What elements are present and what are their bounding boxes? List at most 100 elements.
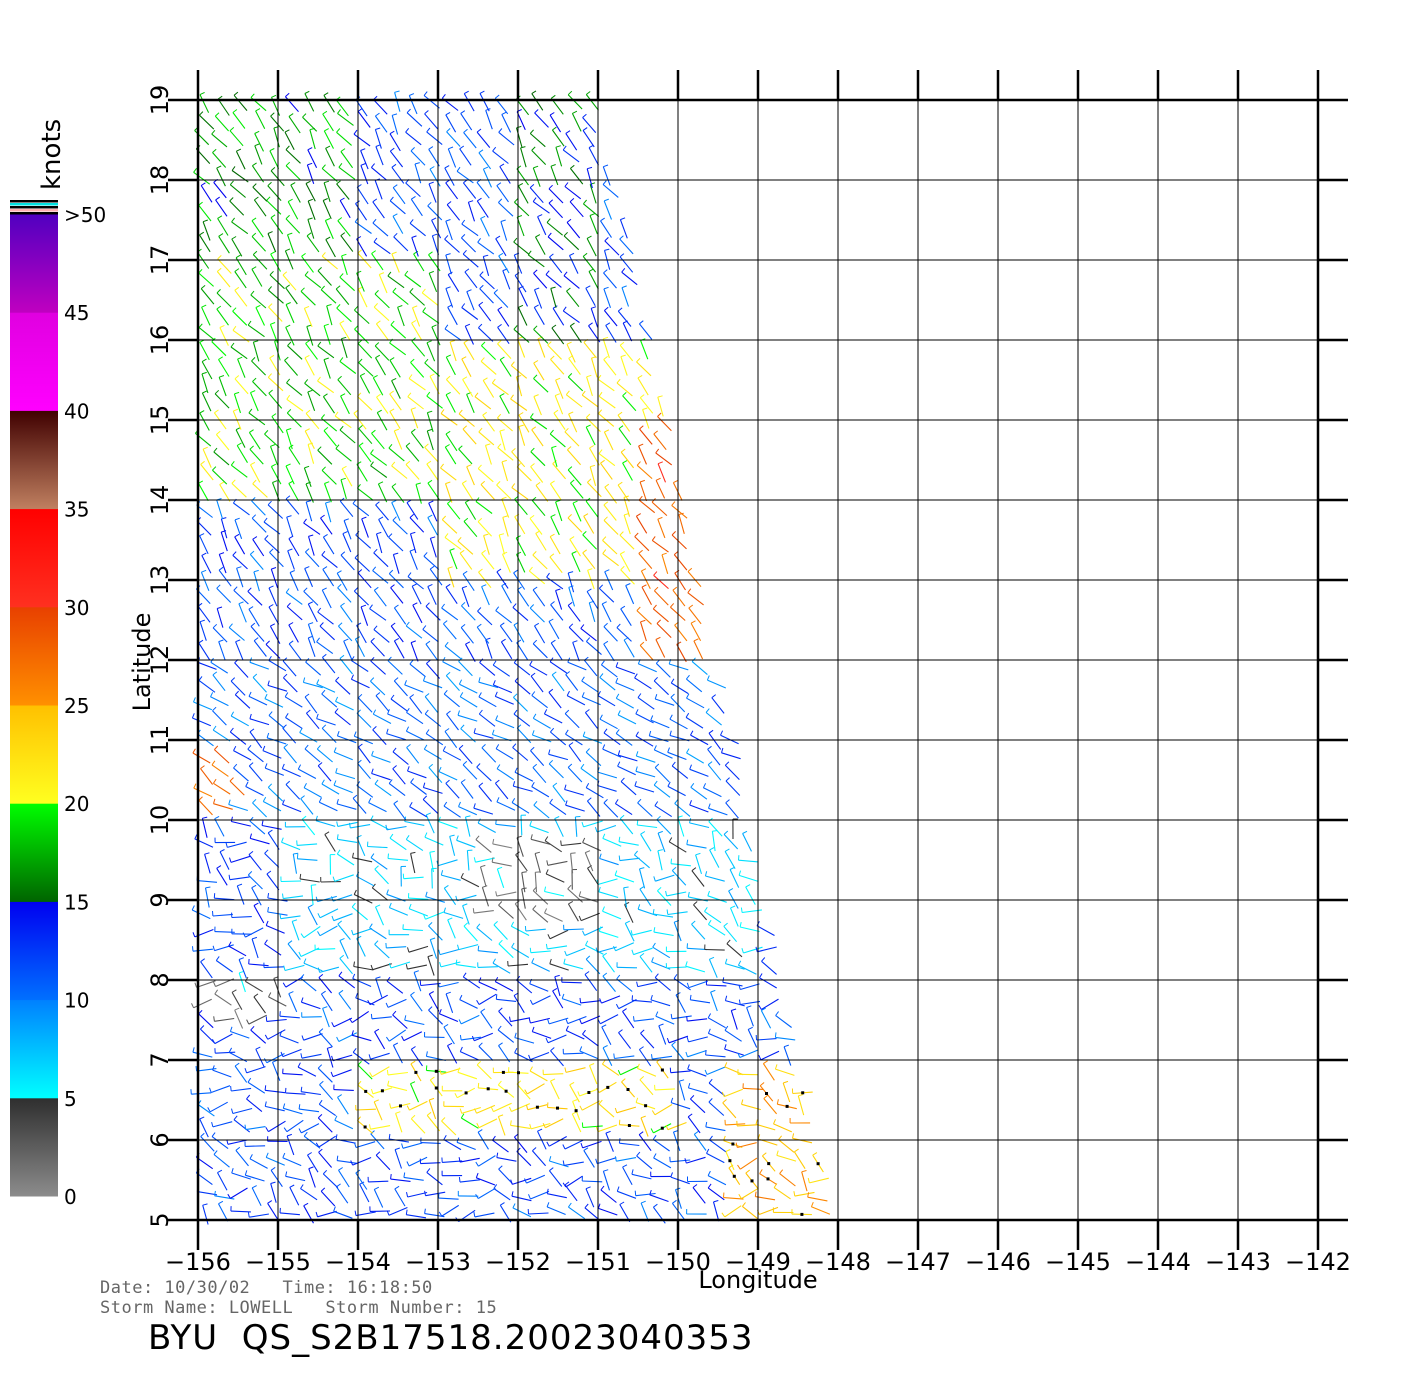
wind-vector xyxy=(287,345,303,360)
wind-vector xyxy=(636,610,652,625)
wind-vector xyxy=(421,292,439,306)
wind-vector xyxy=(322,1008,330,1028)
wind-vector xyxy=(636,361,652,377)
wind-vector xyxy=(307,603,318,623)
wind-vector xyxy=(480,360,497,375)
wind-vector xyxy=(670,1070,691,1074)
wind-vector xyxy=(285,1092,306,1095)
wind-vector xyxy=(355,1141,376,1149)
wind-vector xyxy=(479,662,496,676)
wind-vector xyxy=(567,903,579,922)
wind-vector xyxy=(339,360,357,374)
wind-vector xyxy=(615,803,633,816)
wind-vector xyxy=(340,395,350,415)
wind-vector xyxy=(604,571,614,591)
wind-vector xyxy=(652,608,669,623)
wind-vector xyxy=(596,824,617,833)
wind-vector xyxy=(357,396,373,411)
colorbar-band xyxy=(10,1097,58,1197)
wind-vector xyxy=(562,998,582,1006)
wind-vector xyxy=(672,589,686,607)
wind-vector xyxy=(337,838,358,843)
wind-vector xyxy=(441,1120,457,1136)
wind-vector xyxy=(569,1084,580,1103)
wind-vector xyxy=(408,1156,428,1167)
wind-vector xyxy=(356,186,369,205)
wind-vector xyxy=(678,514,685,534)
wind-vector xyxy=(584,974,598,992)
wind-vector xyxy=(529,983,549,992)
wind-vector xyxy=(724,764,740,780)
wind-vector xyxy=(282,1073,303,1076)
wind-vector xyxy=(319,908,339,919)
wind-vector xyxy=(686,752,704,764)
wind-vector xyxy=(197,605,211,623)
wind-vector xyxy=(267,787,284,802)
wind-vector xyxy=(691,923,706,940)
wind-vector xyxy=(285,149,301,164)
wind-vector xyxy=(425,814,435,834)
wind-vector xyxy=(496,484,512,500)
wind-vector xyxy=(639,645,654,661)
wind-vector xyxy=(550,516,560,536)
wind-vector xyxy=(585,944,604,955)
wind-vector xyxy=(492,843,513,849)
wind-vector xyxy=(337,821,358,827)
wind-vector xyxy=(372,729,387,745)
wind-vector xyxy=(232,1107,253,1115)
wind-vector xyxy=(544,840,563,853)
wind-vector xyxy=(477,468,494,483)
rain-flag-dot xyxy=(399,1104,402,1108)
wind-vector xyxy=(707,748,721,766)
wind-vector xyxy=(476,131,491,148)
wind-vector xyxy=(264,433,280,448)
wind-vector xyxy=(352,797,367,814)
wind-vector xyxy=(395,1113,403,1133)
wind-vector xyxy=(561,842,582,847)
wind-vector xyxy=(307,536,315,556)
wind-vector xyxy=(298,768,317,779)
wind-vector xyxy=(499,166,511,184)
wind-vector xyxy=(737,1142,757,1149)
wind-vector xyxy=(723,834,739,850)
wind-vector xyxy=(373,713,392,724)
wind-vector xyxy=(360,606,369,626)
wind-vector xyxy=(303,591,319,606)
wind-vector xyxy=(403,876,424,880)
wind-vector xyxy=(565,133,578,151)
wind-vector xyxy=(632,929,652,936)
wind-vector xyxy=(565,674,579,691)
wind-vector xyxy=(687,1018,708,1022)
wind-vector xyxy=(640,1202,650,1222)
wind-vector xyxy=(510,1124,531,1129)
wind-vector xyxy=(368,802,387,813)
wind-vector xyxy=(618,428,632,446)
wind-vector xyxy=(390,625,404,643)
wind-vector xyxy=(373,306,390,322)
wind-vector xyxy=(193,171,211,185)
wind-vector xyxy=(602,1047,613,1066)
wind-vector xyxy=(201,306,211,326)
wind-vector xyxy=(389,342,407,356)
wind-vector xyxy=(248,432,261,450)
wind-vector xyxy=(746,1007,754,1027)
wind-vector xyxy=(443,911,464,919)
wind-vector xyxy=(654,1104,673,1116)
wind-vector xyxy=(303,962,323,972)
wind-vector xyxy=(268,1120,286,1133)
wind-vector xyxy=(458,806,478,816)
wind-vector xyxy=(280,880,302,883)
wind-vector xyxy=(801,1171,808,1192)
wind-vector xyxy=(428,925,443,941)
wind-vector xyxy=(460,1014,480,1025)
wind-vector xyxy=(253,640,267,657)
wind-vector xyxy=(287,550,295,570)
wind-vector xyxy=(571,113,582,132)
wind-vector xyxy=(305,712,320,730)
wind-vector xyxy=(318,1031,333,1048)
wind-vector xyxy=(371,166,388,181)
wind-vector xyxy=(465,643,476,662)
wind-vector xyxy=(477,966,498,968)
wind-vector xyxy=(686,1156,706,1164)
wind-vector xyxy=(307,637,316,657)
